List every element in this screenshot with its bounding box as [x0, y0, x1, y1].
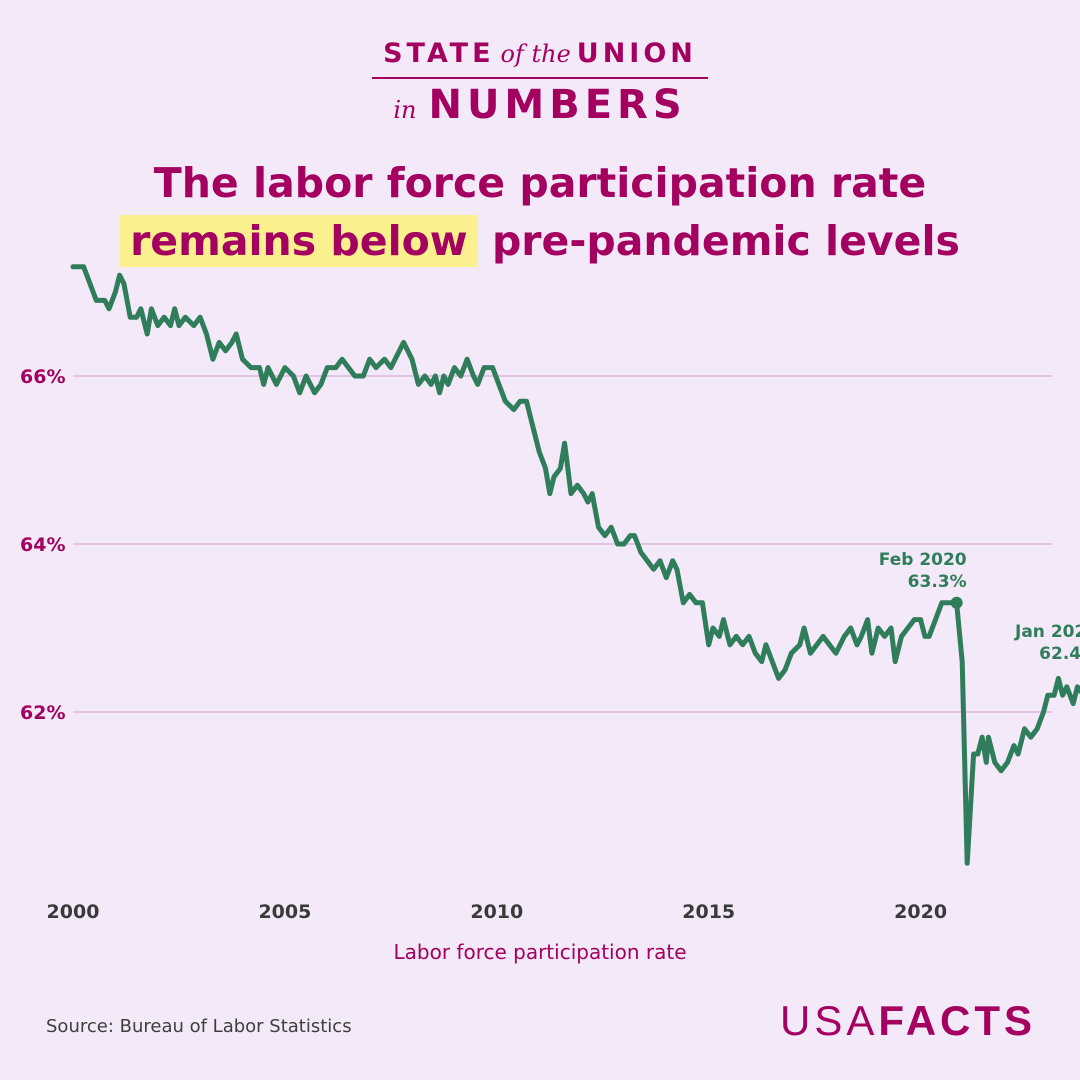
headline-line-2: remains below pre-pandemic levels: [0, 212, 1080, 270]
headline-line-1: The labor force participation rate: [153, 159, 927, 207]
logo-usa: USA: [780, 997, 879, 1044]
x-tick-label: 2005: [258, 901, 311, 923]
headline-highlight: remains below: [120, 215, 478, 267]
brand-top: STATE of the UNION: [0, 38, 1080, 69]
chart-caption: Labor force participation rate: [393, 940, 687, 964]
source-note: Source: Bureau of Labor Statistics: [46, 1016, 352, 1037]
annotation-label: Feb 2020: [879, 550, 967, 570]
x-tick-label: 2015: [682, 901, 735, 923]
usafacts-logo: USAFACTS: [780, 996, 1036, 1045]
headline-line-2-rest: pre-pandemic levels: [491, 217, 960, 265]
logo-facts: FACTS: [878, 997, 1037, 1044]
y-tick-label: 64%: [20, 534, 65, 556]
annotation-value: 62.4%: [1039, 644, 1080, 664]
brand-state: STATE: [383, 38, 495, 69]
annotation-label: Jan 2023: [1014, 622, 1080, 642]
series-line-0: [70, 264, 1080, 866]
annotation-value: 63.3%: [908, 572, 967, 592]
brand-numbers: NUMBERS: [428, 82, 687, 128]
x-tick-label: 2010: [470, 901, 523, 923]
y-tick-label: 66%: [20, 366, 65, 388]
x-tick-label: 2020: [894, 901, 947, 923]
y-tick-label: 62%: [20, 702, 65, 724]
brand-union: UNION: [576, 38, 697, 69]
brand-bottom: in NUMBERS: [0, 82, 1080, 128]
brand-of-the: of the: [500, 40, 571, 68]
brand-in: in: [393, 96, 417, 124]
x-tick-label: 2000: [47, 901, 100, 923]
brand-divider: [372, 77, 708, 79]
annotation-point: [950, 596, 963, 609]
